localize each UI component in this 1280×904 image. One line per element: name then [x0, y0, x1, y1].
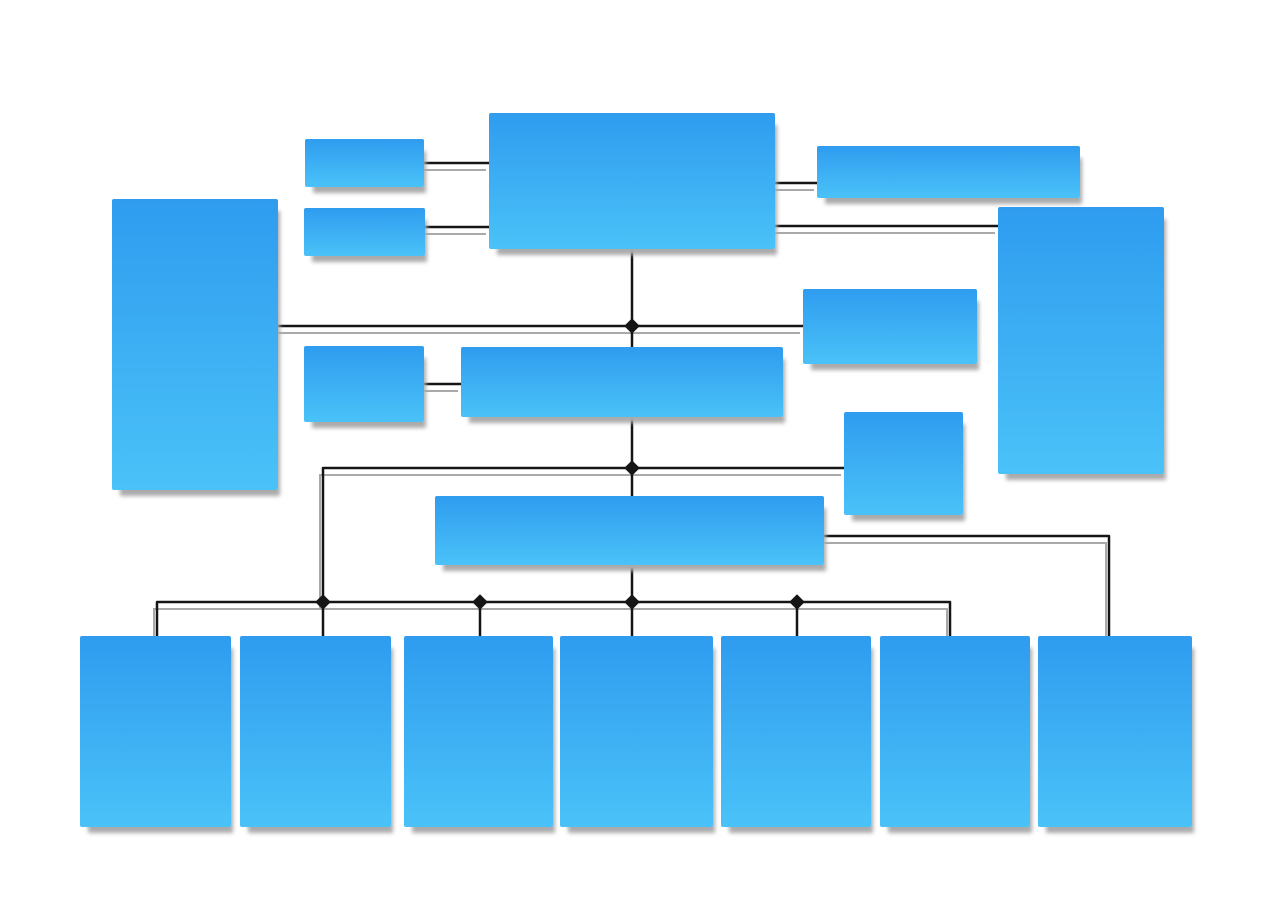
node-bottom-3[interactable]	[404, 636, 553, 827]
node-bottom-6[interactable]	[880, 636, 1030, 827]
node-bottom-2[interactable]	[240, 636, 391, 827]
node-bottom-5[interactable]	[721, 636, 871, 827]
node-right-small-d[interactable]	[844, 412, 963, 515]
conn-center-wide-to-bottom-7-shadow	[821, 542, 1107, 643]
node-mid-right[interactable]	[803, 289, 977, 364]
node-mid-small-c[interactable]	[304, 346, 424, 422]
node-center-wide[interactable]	[435, 496, 824, 565]
junction-dot	[624, 594, 640, 610]
junction-dot	[789, 594, 805, 610]
conn-small-d-branch	[321, 466, 844, 602]
conn-center-wide-to-bottom-7	[824, 534, 1111, 636]
node-mid-wide[interactable]	[461, 347, 783, 417]
conn-small-d-branch-shadow	[319, 474, 841, 609]
node-left-tall[interactable]	[112, 199, 278, 490]
node-top-right-wide[interactable]	[817, 146, 1080, 198]
node-bottom-1[interactable]	[80, 636, 231, 827]
conn-bottom-rail	[155, 600, 952, 636]
node-top-small-b[interactable]	[304, 208, 425, 256]
node-top-center[interactable]	[489, 113, 775, 249]
conn-bottom-rail-shadow	[153, 608, 948, 643]
node-bottom-7[interactable]	[1038, 636, 1192, 827]
node-bottom-4[interactable]	[560, 636, 713, 827]
node-top-small-a[interactable]	[305, 139, 424, 187]
node-right-tall[interactable]	[998, 207, 1164, 474]
